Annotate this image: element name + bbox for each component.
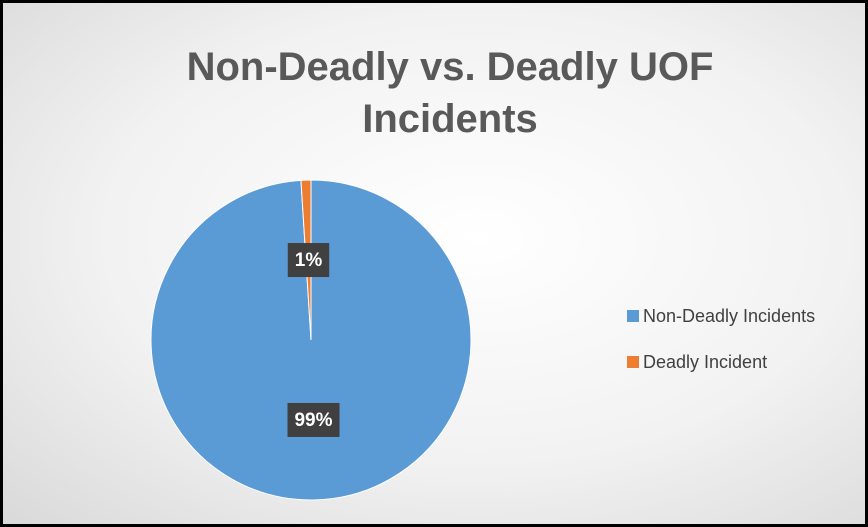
- legend-swatch: [627, 310, 639, 322]
- data-label-text: 99%: [294, 410, 332, 431]
- data-label-box: [287, 402, 340, 437]
- legend-swatch: [627, 356, 639, 368]
- data-label-box: [287, 243, 330, 278]
- data-label-text: 1%: [295, 250, 323, 271]
- data-label: 99%: [287, 402, 340, 437]
- chart-title: Non-Deadly vs. Deadly UOF Incidents: [186, 45, 714, 141]
- legend-label: Deadly Incident: [643, 352, 767, 372]
- data-label: 1%: [287, 243, 330, 278]
- legend-label: Non-Deadly Incidents: [643, 306, 815, 326]
